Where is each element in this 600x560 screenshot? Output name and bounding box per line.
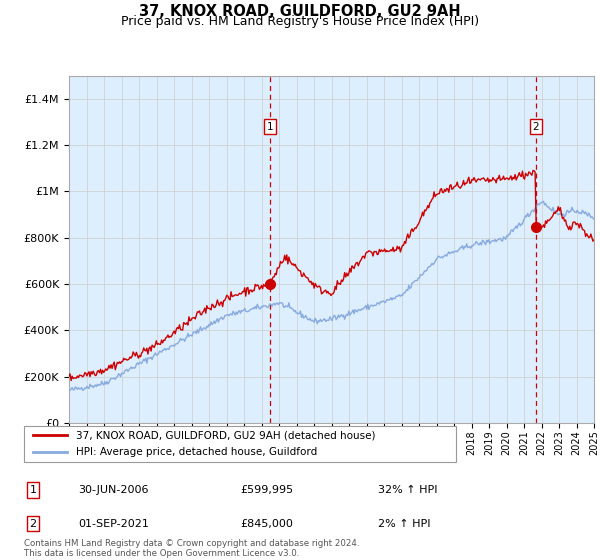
Text: 30-JUN-2006: 30-JUN-2006	[78, 485, 149, 495]
Text: 37, KNOX ROAD, GUILDFORD, GU2 9AH: 37, KNOX ROAD, GUILDFORD, GU2 9AH	[139, 4, 461, 19]
Text: Price paid vs. HM Land Registry's House Price Index (HPI): Price paid vs. HM Land Registry's House …	[121, 15, 479, 28]
Text: £845,000: £845,000	[240, 519, 293, 529]
Text: 1: 1	[267, 122, 274, 132]
Text: 37, KNOX ROAD, GUILDFORD, GU2 9AH (detached house): 37, KNOX ROAD, GUILDFORD, GU2 9AH (detac…	[76, 431, 376, 440]
Text: 2% ↑ HPI: 2% ↑ HPI	[378, 519, 431, 529]
Text: 01-SEP-2021: 01-SEP-2021	[78, 519, 149, 529]
Text: 2: 2	[29, 519, 37, 529]
Text: Contains HM Land Registry data © Crown copyright and database right 2024.
This d: Contains HM Land Registry data © Crown c…	[24, 539, 359, 558]
Text: 32% ↑ HPI: 32% ↑ HPI	[378, 485, 437, 495]
Text: 1: 1	[29, 485, 37, 495]
Text: HPI: Average price, detached house, Guildford: HPI: Average price, detached house, Guil…	[76, 447, 317, 457]
Text: 2: 2	[532, 122, 539, 132]
Text: £599,995: £599,995	[240, 485, 293, 495]
